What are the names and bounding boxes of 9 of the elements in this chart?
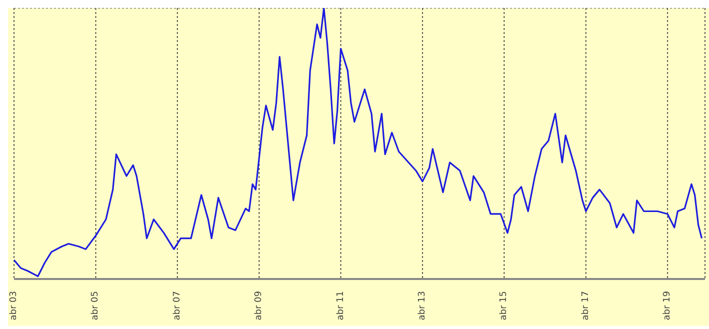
x-tick-label: abr 17 — [580, 291, 591, 320]
x-tick-label: abr 03 — [9, 291, 19, 320]
x-tick-label: abr 05 — [90, 291, 101, 320]
x-tick-label: abr 11 — [336, 291, 346, 320]
x-tick-label: abr 13 — [418, 291, 428, 320]
x-tick-label: abr 15 — [499, 291, 510, 320]
x-tick-label: abr 19 — [662, 290, 673, 320]
x-tick-label: abr 09 — [254, 290, 264, 320]
x-tick-label: abr 07 — [172, 291, 182, 320]
